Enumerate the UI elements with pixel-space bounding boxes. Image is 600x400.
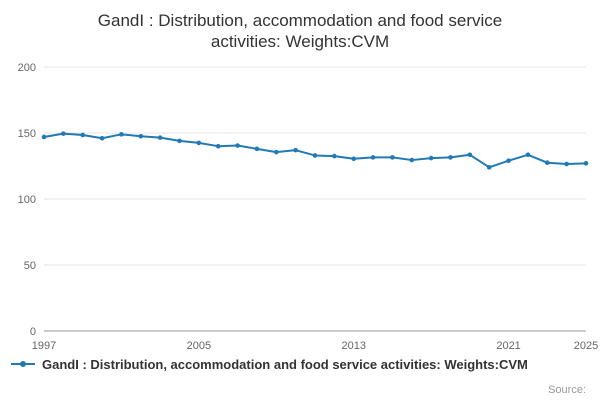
line-chart: 0 50 100 150 200 1997 2005 2013 2021 2025 — [18, 62, 599, 352]
svg-text:50: 50 — [24, 260, 36, 272]
legend-line-icon — [11, 361, 35, 367]
svg-text:2021: 2021 — [496, 340, 520, 352]
svg-text:1997: 1997 — [32, 340, 56, 352]
legend[interactable]: GandI : Distribution, accommodation and … — [0, 353, 600, 372]
svg-text:150: 150 — [18, 128, 36, 140]
source-label: Source: — [548, 384, 586, 396]
svg-text:2025: 2025 — [574, 340, 598, 352]
svg-text:0: 0 — [30, 326, 36, 338]
legend-label: GandI : Distribution, accommodation and … — [42, 356, 528, 372]
legend-line-dot — [20, 361, 26, 367]
svg-text:200: 200 — [18, 62, 36, 74]
svg-text:2005: 2005 — [187, 340, 211, 352]
chart-title: GandI : Distribution, accommodation and … — [97, 11, 503, 52]
svg-text:2013: 2013 — [341, 340, 365, 352]
svg-text:100: 100 — [18, 194, 36, 206]
